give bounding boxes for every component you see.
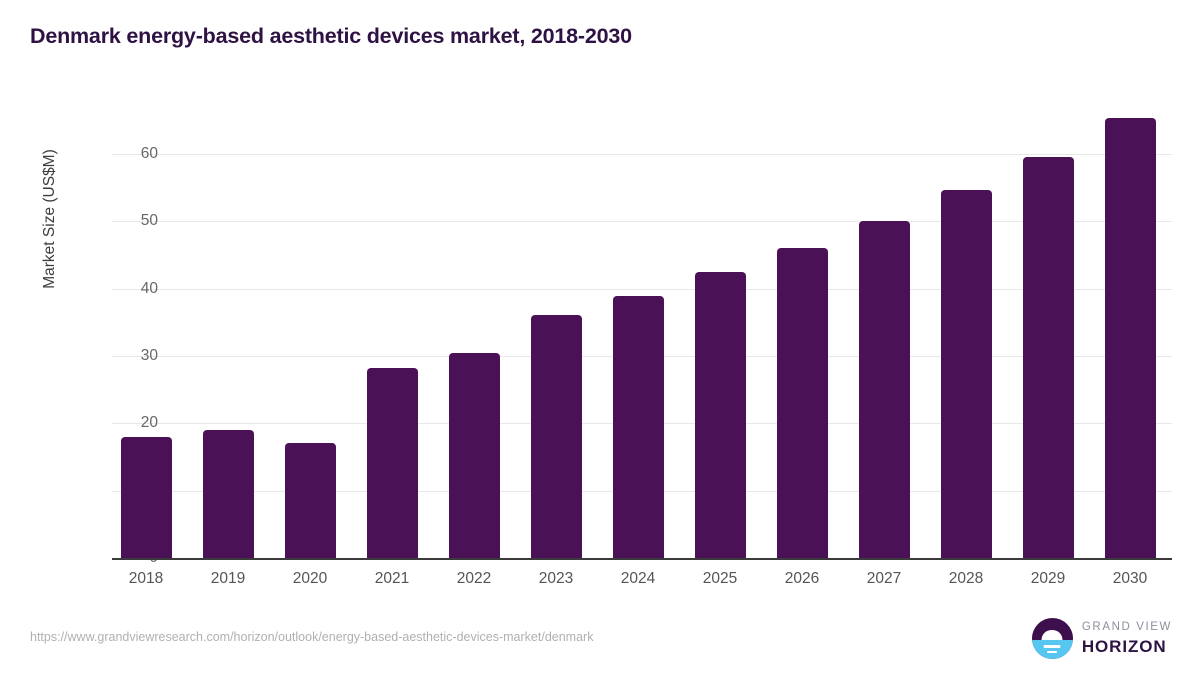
x-axis-tick-label: 2019 bbox=[210, 570, 246, 587]
x-axis-tick-label: 2021 bbox=[374, 570, 410, 587]
plot-region: 0102030405060 20182019202020212022202320… bbox=[112, 100, 1172, 587]
y-axis-tick-label: 30 bbox=[140, 346, 158, 364]
x-axis-tick-label: 2020 bbox=[292, 570, 328, 587]
logo-wordmark: GRAND VIEW HORIZON bbox=[1082, 622, 1172, 655]
bar-2020[interactable] bbox=[284, 442, 336, 558]
y-axis-tick-label: 50 bbox=[140, 212, 158, 230]
bar-2023[interactable] bbox=[530, 314, 582, 558]
x-axis-tick-label: 2023 bbox=[538, 570, 574, 587]
y-axis-title: Market Size (US$M) bbox=[41, 149, 58, 289]
x-axis-tick-label: 2028 bbox=[948, 570, 984, 587]
x-axis-tick-label: 2030 bbox=[1112, 570, 1148, 587]
logo-ray-line-1 bbox=[1043, 645, 1061, 648]
gridline bbox=[112, 221, 1172, 223]
source-url[interactable]: https://www.grandviewresearch.com/horizo… bbox=[30, 630, 594, 644]
x-axis-tick-label: 2022 bbox=[456, 570, 492, 587]
logo-text-grand-view: GRAND VIEW bbox=[1081, 621, 1172, 634]
grand-view-horizon-logo[interactable]: GRAND VIEW HORIZON bbox=[1031, 618, 1172, 659]
logo-text-horizon: HORIZON bbox=[1081, 636, 1167, 656]
bar-series bbox=[112, 100, 1172, 558]
y-axis-tick-label: 20 bbox=[140, 414, 158, 432]
bar-2030[interactable] bbox=[1104, 118, 1156, 558]
page-title: Denmark energy-based aesthetic devices m… bbox=[30, 24, 632, 48]
logo-sea-shape bbox=[1031, 640, 1073, 659]
bar-2028[interactable] bbox=[940, 189, 992, 558]
bar-2019[interactable] bbox=[202, 430, 254, 558]
bar-2027[interactable] bbox=[858, 220, 910, 558]
bar-2022[interactable] bbox=[448, 353, 500, 558]
bar-2021[interactable] bbox=[366, 368, 418, 558]
x-axis-tick-label: 2029 bbox=[1030, 570, 1066, 587]
y-axis-tick-label: 60 bbox=[140, 144, 158, 162]
horizon-sun-circle-icon bbox=[1031, 618, 1073, 659]
logo-sun-dome-shape bbox=[1041, 629, 1063, 641]
gridline bbox=[112, 288, 1172, 290]
x-axis-tick-label: 2024 bbox=[620, 570, 656, 587]
x-axis-tick-label: 2026 bbox=[784, 570, 820, 587]
bar-2024[interactable] bbox=[612, 296, 664, 558]
bar-2029[interactable] bbox=[1022, 156, 1074, 558]
x-axis-tick-label: 2025 bbox=[702, 570, 738, 587]
gridline bbox=[112, 153, 1172, 155]
logo-ray-line-2 bbox=[1047, 650, 1058, 653]
x-axis-tick-label: 2018 bbox=[128, 570, 164, 587]
bar-2026[interactable] bbox=[776, 248, 828, 558]
bar-2025[interactable] bbox=[694, 272, 746, 558]
bar-2018[interactable] bbox=[120, 437, 172, 558]
x-axis-tick-label: 2027 bbox=[866, 570, 902, 587]
y-axis-tick-label: 40 bbox=[140, 279, 158, 297]
x-axis-line bbox=[112, 558, 1172, 560]
